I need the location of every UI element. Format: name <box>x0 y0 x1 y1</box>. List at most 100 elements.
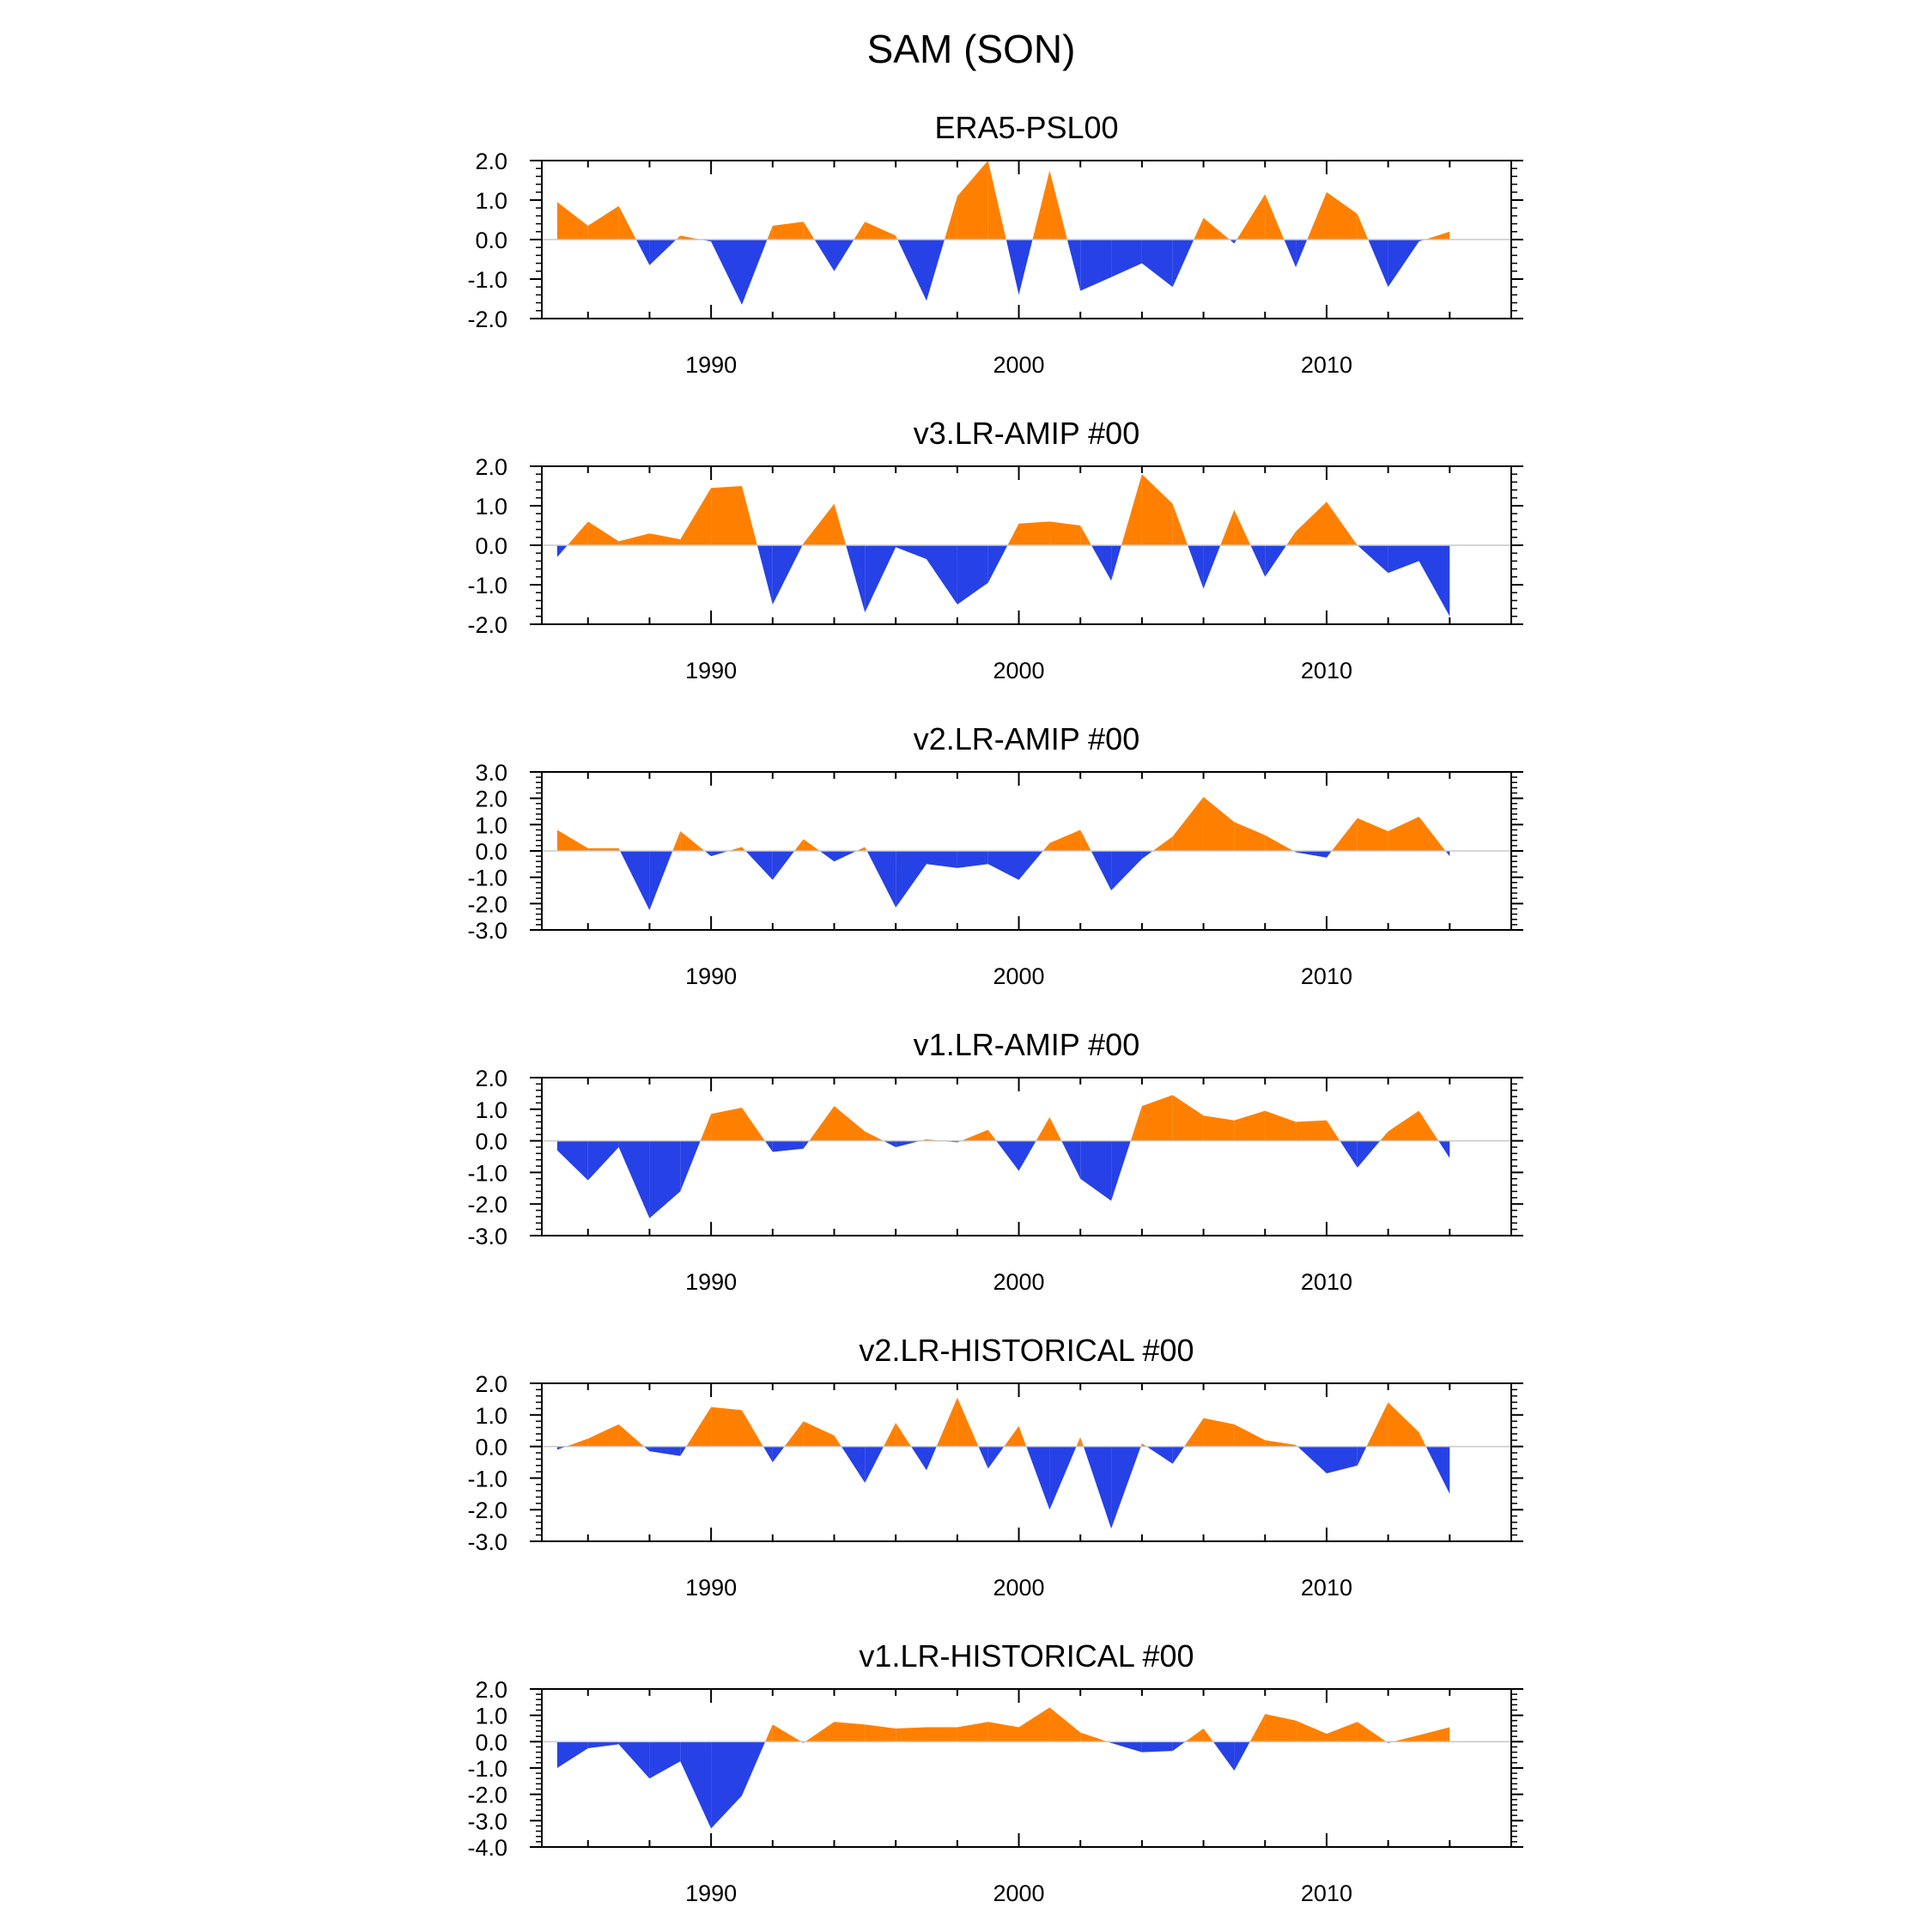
negative-area <box>556 545 568 557</box>
plot-frame <box>541 1077 1512 1236</box>
negative-area <box>996 1140 1019 1171</box>
positive-area <box>1307 191 1327 240</box>
panel-title: v3.LR-AMIP #00 <box>914 416 1139 451</box>
positive-area <box>680 488 712 545</box>
negative-area <box>1080 240 1112 291</box>
y-tick-label: -3.0 <box>467 1529 507 1555</box>
y-tick-label: -3.0 <box>467 918 507 944</box>
negative-area <box>1111 1446 1141 1529</box>
panel-title: ERA5-PSL00 <box>934 110 1118 145</box>
positive-area <box>1296 501 1327 545</box>
negative-area <box>1388 240 1419 288</box>
negative-area <box>742 1741 766 1796</box>
negative-area <box>834 851 857 862</box>
y-tick-label: -4.0 <box>467 1835 507 1861</box>
negative-area <box>1284 240 1297 268</box>
negative-area <box>762 1446 773 1462</box>
positive-area <box>1327 191 1358 240</box>
negative-area <box>987 851 1019 880</box>
negative-area <box>957 545 988 605</box>
positive-area <box>711 486 742 545</box>
negative-area <box>1172 240 1194 288</box>
x-tick-label: 2000 <box>993 1575 1045 1601</box>
negative-area <box>1265 545 1287 577</box>
negative-area <box>1146 1446 1173 1464</box>
positive-area <box>1265 1110 1297 1141</box>
negative-area <box>1445 851 1450 857</box>
negative-area <box>1172 1741 1186 1752</box>
positive-area <box>1357 1722 1387 1742</box>
positive-area <box>957 161 988 240</box>
positive-area <box>1004 1425 1019 1447</box>
negative-area <box>680 1446 687 1456</box>
x-tick-label: 1990 <box>685 352 737 378</box>
negative-area <box>649 1741 681 1779</box>
positive-area <box>1380 1131 1388 1141</box>
y-tick-label: 0.0 <box>475 839 507 865</box>
negative-area <box>772 545 803 605</box>
negative-area <box>1357 545 1388 574</box>
positive-area <box>1032 170 1050 240</box>
positive-area <box>1130 1106 1142 1141</box>
negative-area <box>1425 1446 1450 1494</box>
positive-area <box>1172 797 1204 851</box>
y-tick-label: -1.0 <box>467 866 507 891</box>
positive-area <box>896 1423 912 1447</box>
y-tick-label: -3.0 <box>467 1224 507 1249</box>
negative-area <box>649 240 677 265</box>
negative-area <box>865 1446 884 1483</box>
y-tick-label: -1.0 <box>467 1756 507 1782</box>
positive-area <box>1265 1440 1297 1447</box>
figure-title: SAM (SON) <box>867 27 1076 71</box>
positive-area <box>1265 835 1294 851</box>
negative-area <box>927 1446 937 1471</box>
positive-area <box>1286 531 1297 545</box>
positive-area <box>680 235 702 240</box>
negative-area <box>1005 240 1019 295</box>
positive-area <box>618 533 650 545</box>
positive-area <box>1141 1443 1147 1447</box>
negative-area <box>1018 1140 1036 1171</box>
chart-panel-5: v2.LR-HISTORICAL #00 2.0 1.0 0.0 -1.0 -2.0 -3.… <box>467 1333 1523 1601</box>
negative-area <box>896 851 927 908</box>
positive-area <box>649 533 681 545</box>
positive-area <box>803 1421 835 1447</box>
x-tick-label: 1990 <box>685 963 737 989</box>
positive-area <box>1036 1117 1050 1141</box>
positive-area <box>1049 1117 1062 1141</box>
negative-area <box>587 1741 619 1748</box>
positive-area <box>1327 1120 1340 1141</box>
y-tick-label: 1.0 <box>475 1403 507 1429</box>
negative-area <box>978 1446 988 1469</box>
negative-area <box>1111 545 1121 581</box>
negative-area <box>711 851 729 857</box>
positive-area <box>936 1397 957 1447</box>
positive-area <box>618 205 636 240</box>
positive-area <box>1141 474 1173 545</box>
positive-area <box>1203 217 1230 240</box>
positive-area <box>896 1727 927 1742</box>
negative-area <box>649 1446 681 1456</box>
chart-panel-3: v2.LR-AMIP #00 3.02.01.00.0-1.0-2.0-3.0 19… <box>467 721 1523 989</box>
negative-area <box>1368 240 1388 288</box>
positive-area <box>587 205 619 240</box>
positive-area <box>957 1722 988 1742</box>
negative-area <box>745 851 773 880</box>
positive-area <box>742 1410 763 1447</box>
negative-area <box>772 1446 785 1462</box>
y-tick-label: -2.0 <box>467 1192 507 1218</box>
chart-panel-2: v3.LR-AMIP #00 2.0 1.0 0.0 -1.0 -2.0 1990 2000 2… <box>467 416 1523 683</box>
negative-area <box>1080 1140 1112 1201</box>
negative-area <box>772 851 795 880</box>
x-tick-label: 1990 <box>685 1575 737 1601</box>
positive-area <box>1184 1418 1204 1447</box>
positive-area <box>1331 817 1358 851</box>
negative-area <box>1357 1446 1367 1466</box>
y-tick-label: -1.0 <box>467 1160 507 1186</box>
negative-area <box>772 1140 804 1152</box>
chart-panel-6: v1.LR-HISTORICAL #00 2.01.00.0-1.0-2.0-3.… <box>467 1638 1523 1906</box>
y-tick-label: -2.0 <box>467 307 507 332</box>
positive-area <box>1234 1110 1266 1141</box>
negative-area <box>1234 1741 1250 1771</box>
